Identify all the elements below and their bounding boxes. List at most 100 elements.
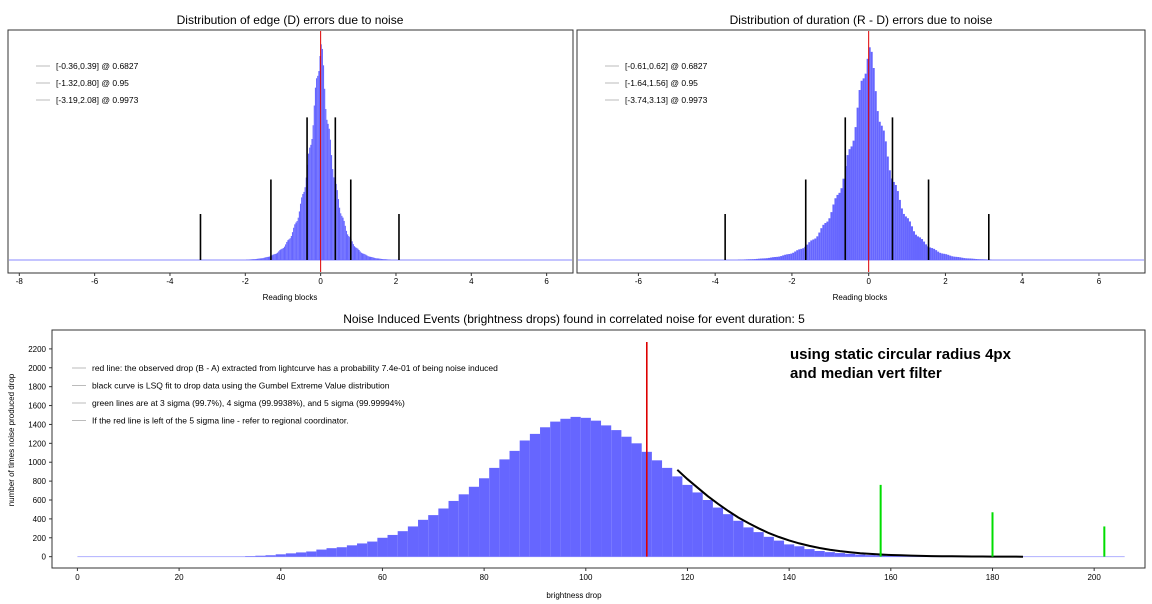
histogram-bar — [601, 425, 612, 557]
histogram-bar — [367, 256, 369, 260]
histogram-bar — [788, 254, 791, 260]
histogram-bar — [682, 484, 693, 557]
histogram-bar — [983, 259, 986, 260]
histogram-bar — [348, 236, 350, 260]
histogram-bar — [753, 259, 756, 260]
histogram-bar — [865, 555, 876, 557]
histogram-bar — [299, 203, 302, 260]
histogram-bar — [311, 138, 313, 260]
histogram-bar — [838, 192, 841, 260]
y-tick-label: 2000 — [28, 364, 46, 373]
histogram-bar — [386, 259, 388, 260]
histogram-bar — [277, 252, 279, 260]
histogram-bar — [330, 155, 333, 260]
histogram-bar — [733, 520, 744, 557]
legend-entry: [-1.32,0.80] @ 0.95 — [56, 78, 129, 88]
histogram-bar — [280, 249, 282, 260]
histogram-bar — [332, 169, 334, 260]
histogram-bar — [248, 259, 250, 260]
histogram-bar — [255, 555, 266, 557]
histogram-bar — [367, 541, 378, 557]
histogram-bar — [264, 257, 266, 260]
histogram-bar — [335, 183, 337, 260]
histogram-bar — [333, 177, 335, 260]
histogram-bar — [929, 247, 932, 260]
histogram-bar — [260, 258, 263, 260]
chart2-plot: -6 -4 -2 0 2 4 6 [-0.61,0.62] @ 0.6827 [-1.64,1.… — [578, 31, 1144, 286]
histogram-bar — [971, 258, 974, 260]
histogram-bar — [878, 121, 881, 260]
histogram-bar — [919, 237, 922, 260]
legend-entry: [-3.74,3.13] @ 0.9973 — [625, 95, 708, 105]
histogram-bar — [373, 257, 375, 260]
histogram-bar — [951, 256, 954, 260]
histogram-bar — [810, 240, 813, 260]
histogram-bar — [773, 540, 785, 557]
histogram-bar — [965, 258, 968, 260]
histogram-bar — [826, 221, 829, 260]
histogram-bar — [868, 47, 871, 260]
histogram-bar — [824, 223, 827, 260]
histogram-bar — [519, 440, 530, 557]
histogram-bar — [259, 258, 261, 260]
histogram-bar — [337, 199, 339, 260]
histogram-bar — [499, 459, 510, 557]
histogram-bar — [939, 252, 942, 260]
histogram-bar — [267, 256, 269, 260]
histogram-bar — [289, 238, 291, 260]
y-tick-label: 2200 — [28, 345, 46, 354]
y-tick-label: 600 — [33, 496, 47, 505]
histogram-bar — [611, 430, 622, 557]
histogram-bar — [366, 255, 368, 260]
histogram-bar — [265, 257, 267, 260]
chart1-title: Distribution of edge (D) errors due to n… — [177, 13, 404, 27]
histogram-bar — [302, 194, 304, 260]
histogram-bar — [271, 255, 273, 260]
legend-entry: black curve is LSQ fit to drop data usin… — [92, 381, 390, 391]
histogram-bar — [955, 256, 958, 260]
histogram-bar — [327, 123, 329, 260]
histogram-bar — [848, 149, 851, 260]
histogram-bar — [296, 221, 298, 260]
histogram-bar — [672, 476, 683, 557]
histogram-bar — [977, 259, 980, 260]
histogram-bar — [892, 181, 895, 260]
histogram-bar — [274, 253, 276, 260]
histogram-bar — [876, 111, 879, 260]
histogram-bar — [751, 259, 754, 260]
histogram-bar — [894, 184, 897, 260]
histogram-bar — [304, 187, 306, 260]
histogram-bar — [747, 259, 750, 260]
x-tick-label: -4 — [166, 277, 174, 286]
histogram-bar — [357, 248, 359, 260]
histogram-bar — [369, 256, 372, 260]
histogram-bar — [941, 253, 944, 260]
gumbel-fit-curve — [676, 469, 1024, 558]
histogram-bar — [812, 239, 815, 260]
histogram-bar — [278, 251, 280, 260]
histogram-bar — [418, 519, 429, 557]
histogram-bar — [550, 421, 561, 557]
histogram-bar — [749, 259, 752, 260]
histogram-bar — [856, 107, 859, 260]
histogram-bar — [255, 259, 257, 260]
histogram-bar — [263, 257, 265, 260]
x-tick-label: -6 — [91, 277, 99, 286]
histogram-bar — [251, 259, 253, 260]
histogram-bar — [854, 127, 857, 260]
histogram-bar — [794, 251, 797, 260]
histogram-bar — [985, 259, 988, 260]
histogram-bar — [383, 259, 385, 260]
histogram-bar — [352, 244, 354, 260]
histogram-bar — [376, 258, 379, 260]
annotation-line-1: using static circular radius 4px — [790, 346, 1012, 363]
histogram-bar — [509, 450, 520, 557]
histogram-bar — [384, 259, 387, 260]
annotation-line-2: and median vert filter — [790, 365, 942, 382]
x-tick-label: 0 — [318, 277, 323, 286]
legend-entry: [-0.36,0.39] @ 0.6827 — [56, 61, 139, 71]
histogram-bar — [438, 508, 449, 557]
histogram-bar — [902, 213, 905, 260]
histogram-bar — [631, 443, 642, 557]
histogram-bar — [969, 258, 972, 260]
